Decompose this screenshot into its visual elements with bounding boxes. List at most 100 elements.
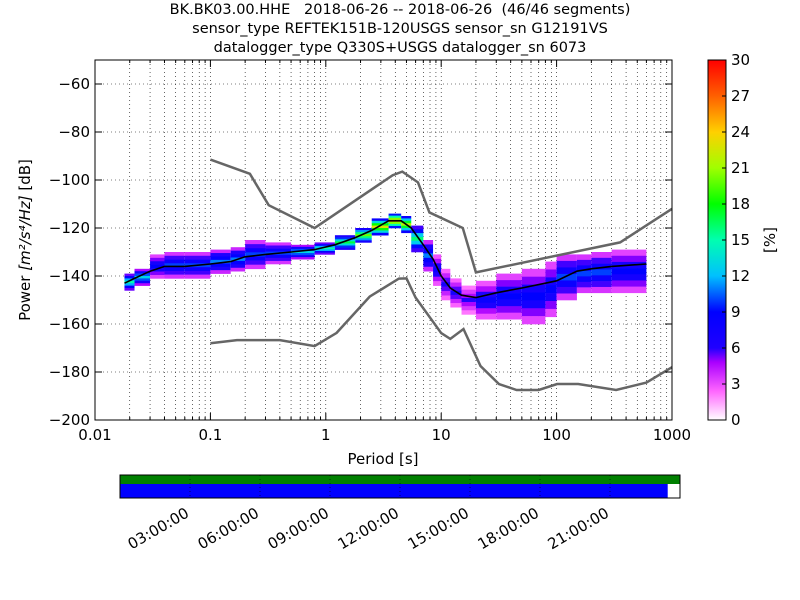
histogram-cell	[433, 258, 442, 264]
histogram-cell	[230, 260, 246, 265]
histogram-cell	[591, 257, 612, 264]
histogram-cell	[124, 280, 135, 284]
histogram-cell	[291, 246, 315, 250]
histogram-cell	[124, 283, 135, 286]
histogram-cell	[371, 225, 389, 229]
histogram-cell	[150, 274, 165, 279]
histogram-cell	[576, 281, 592, 288]
histogram-cell	[210, 263, 231, 268]
histogram-cell	[291, 244, 315, 248]
title-line-3: datalogger_type Q330S+USGS datalogger_sn…	[213, 40, 587, 56]
histogram-cell	[611, 280, 647, 287]
histogram-cell	[265, 254, 292, 259]
mean-psd-curve	[124, 220, 647, 299]
histogram-cell	[423, 266, 434, 272]
histogram-cell	[433, 254, 442, 260]
histogram-cell	[388, 215, 402, 219]
histogram-cell	[433, 263, 442, 269]
x-tick-label: 0.01	[78, 426, 111, 444]
histogram-cell	[291, 257, 315, 260]
y-tick-label: −60	[58, 75, 90, 93]
histogram-cell	[150, 271, 165, 276]
histogram-cell	[184, 274, 211, 279]
histogram-cell	[433, 281, 442, 286]
histogram-cell	[591, 286, 612, 294]
histogram-cell	[230, 267, 246, 272]
colorbar-tick-label: 12	[731, 267, 750, 285]
histogram-cell	[591, 263, 612, 270]
histogram-cell	[245, 256, 266, 261]
histogram-cell	[401, 220, 412, 224]
histogram-cell	[124, 288, 135, 291]
histogram-cell	[556, 273, 577, 281]
histogram-cell	[441, 268, 451, 274]
histogram-cell	[355, 238, 372, 241]
histogram-cell	[496, 299, 522, 307]
histogram-cell	[245, 264, 266, 270]
histogram-cell	[521, 284, 546, 293]
histogram-cell	[441, 282, 451, 287]
histogram-cell	[475, 297, 497, 304]
histogram-cell	[411, 236, 424, 241]
histogram-cell	[355, 236, 372, 239]
histogram-cell	[423, 240, 434, 245]
histogram-cell	[184, 270, 211, 275]
histogram-cell	[164, 267, 185, 272]
histogram-cell	[314, 252, 335, 255]
histogram-cell	[441, 277, 451, 283]
y-axis-label: Power [m²/s⁴/Hz] [dB]	[16, 159, 34, 321]
histogram-cell	[230, 250, 246, 255]
histogram-cell	[611, 255, 647, 263]
histogram-cell	[388, 221, 402, 225]
histogram-cell	[475, 286, 497, 293]
histogram-cell	[371, 232, 389, 236]
histogram-cell	[461, 306, 476, 311]
histogram-cell	[450, 278, 462, 283]
histogram-cell	[355, 234, 372, 237]
histogram-cell	[556, 286, 577, 294]
colorbar-label: [%]	[761, 227, 779, 253]
histogram-cell	[164, 252, 185, 257]
colorbar-tick-label: 24	[731, 123, 750, 141]
histogram-cell	[441, 291, 451, 296]
histogram-cell	[210, 270, 231, 274]
histogram-cell	[134, 278, 151, 282]
histogram-cell	[334, 245, 356, 248]
histogram-cell	[230, 247, 246, 251]
y-axis-label-prefix: Power	[16, 271, 34, 321]
histogram-cell	[433, 276, 442, 282]
histogram-cell	[461, 285, 476, 291]
histogram-cell	[521, 268, 546, 277]
colorbar-tick-label: 27	[731, 87, 750, 105]
colorbar-tick-label: 3	[731, 375, 741, 393]
histogram-cell	[521, 316, 546, 325]
histogram-cell	[576, 276, 592, 283]
histogram-cell	[371, 223, 389, 226]
histogram-cell	[496, 306, 522, 313]
histogram-cell	[450, 286, 462, 292]
histogram-cell	[591, 275, 612, 282]
histogram-cell	[423, 244, 434, 250]
histogram-cell	[450, 298, 462, 304]
colorbar-tick-label: 15	[731, 231, 750, 249]
histogram-cell	[401, 230, 412, 234]
colorbar-tick-label: 18	[731, 195, 750, 213]
histogram-cell	[134, 276, 151, 279]
histogram-cell	[411, 244, 424, 249]
y-axis: −200 −180 −160 −140 −120 −100 −80 −60	[49, 75, 672, 429]
x-tick-label: 0.1	[198, 426, 222, 444]
histogram-cell	[371, 230, 389, 234]
histogram-cell	[433, 272, 442, 277]
timeline-tick-label: 06:00:00	[195, 504, 262, 553]
y-axis-label-suffix: [dB]	[16, 159, 34, 195]
histogram-cell	[355, 230, 372, 233]
histogram-cell	[164, 263, 185, 268]
histogram-cell	[388, 225, 402, 229]
histogram-cell	[355, 240, 372, 243]
histogram-cell	[150, 264, 165, 269]
timeline-tick-label: 18:00:00	[475, 504, 542, 553]
histogram-cell	[401, 225, 412, 229]
colorbar-tick-label: 9	[731, 303, 741, 321]
histogram-cell	[124, 285, 135, 289]
y-tick-label: −120	[49, 219, 90, 237]
